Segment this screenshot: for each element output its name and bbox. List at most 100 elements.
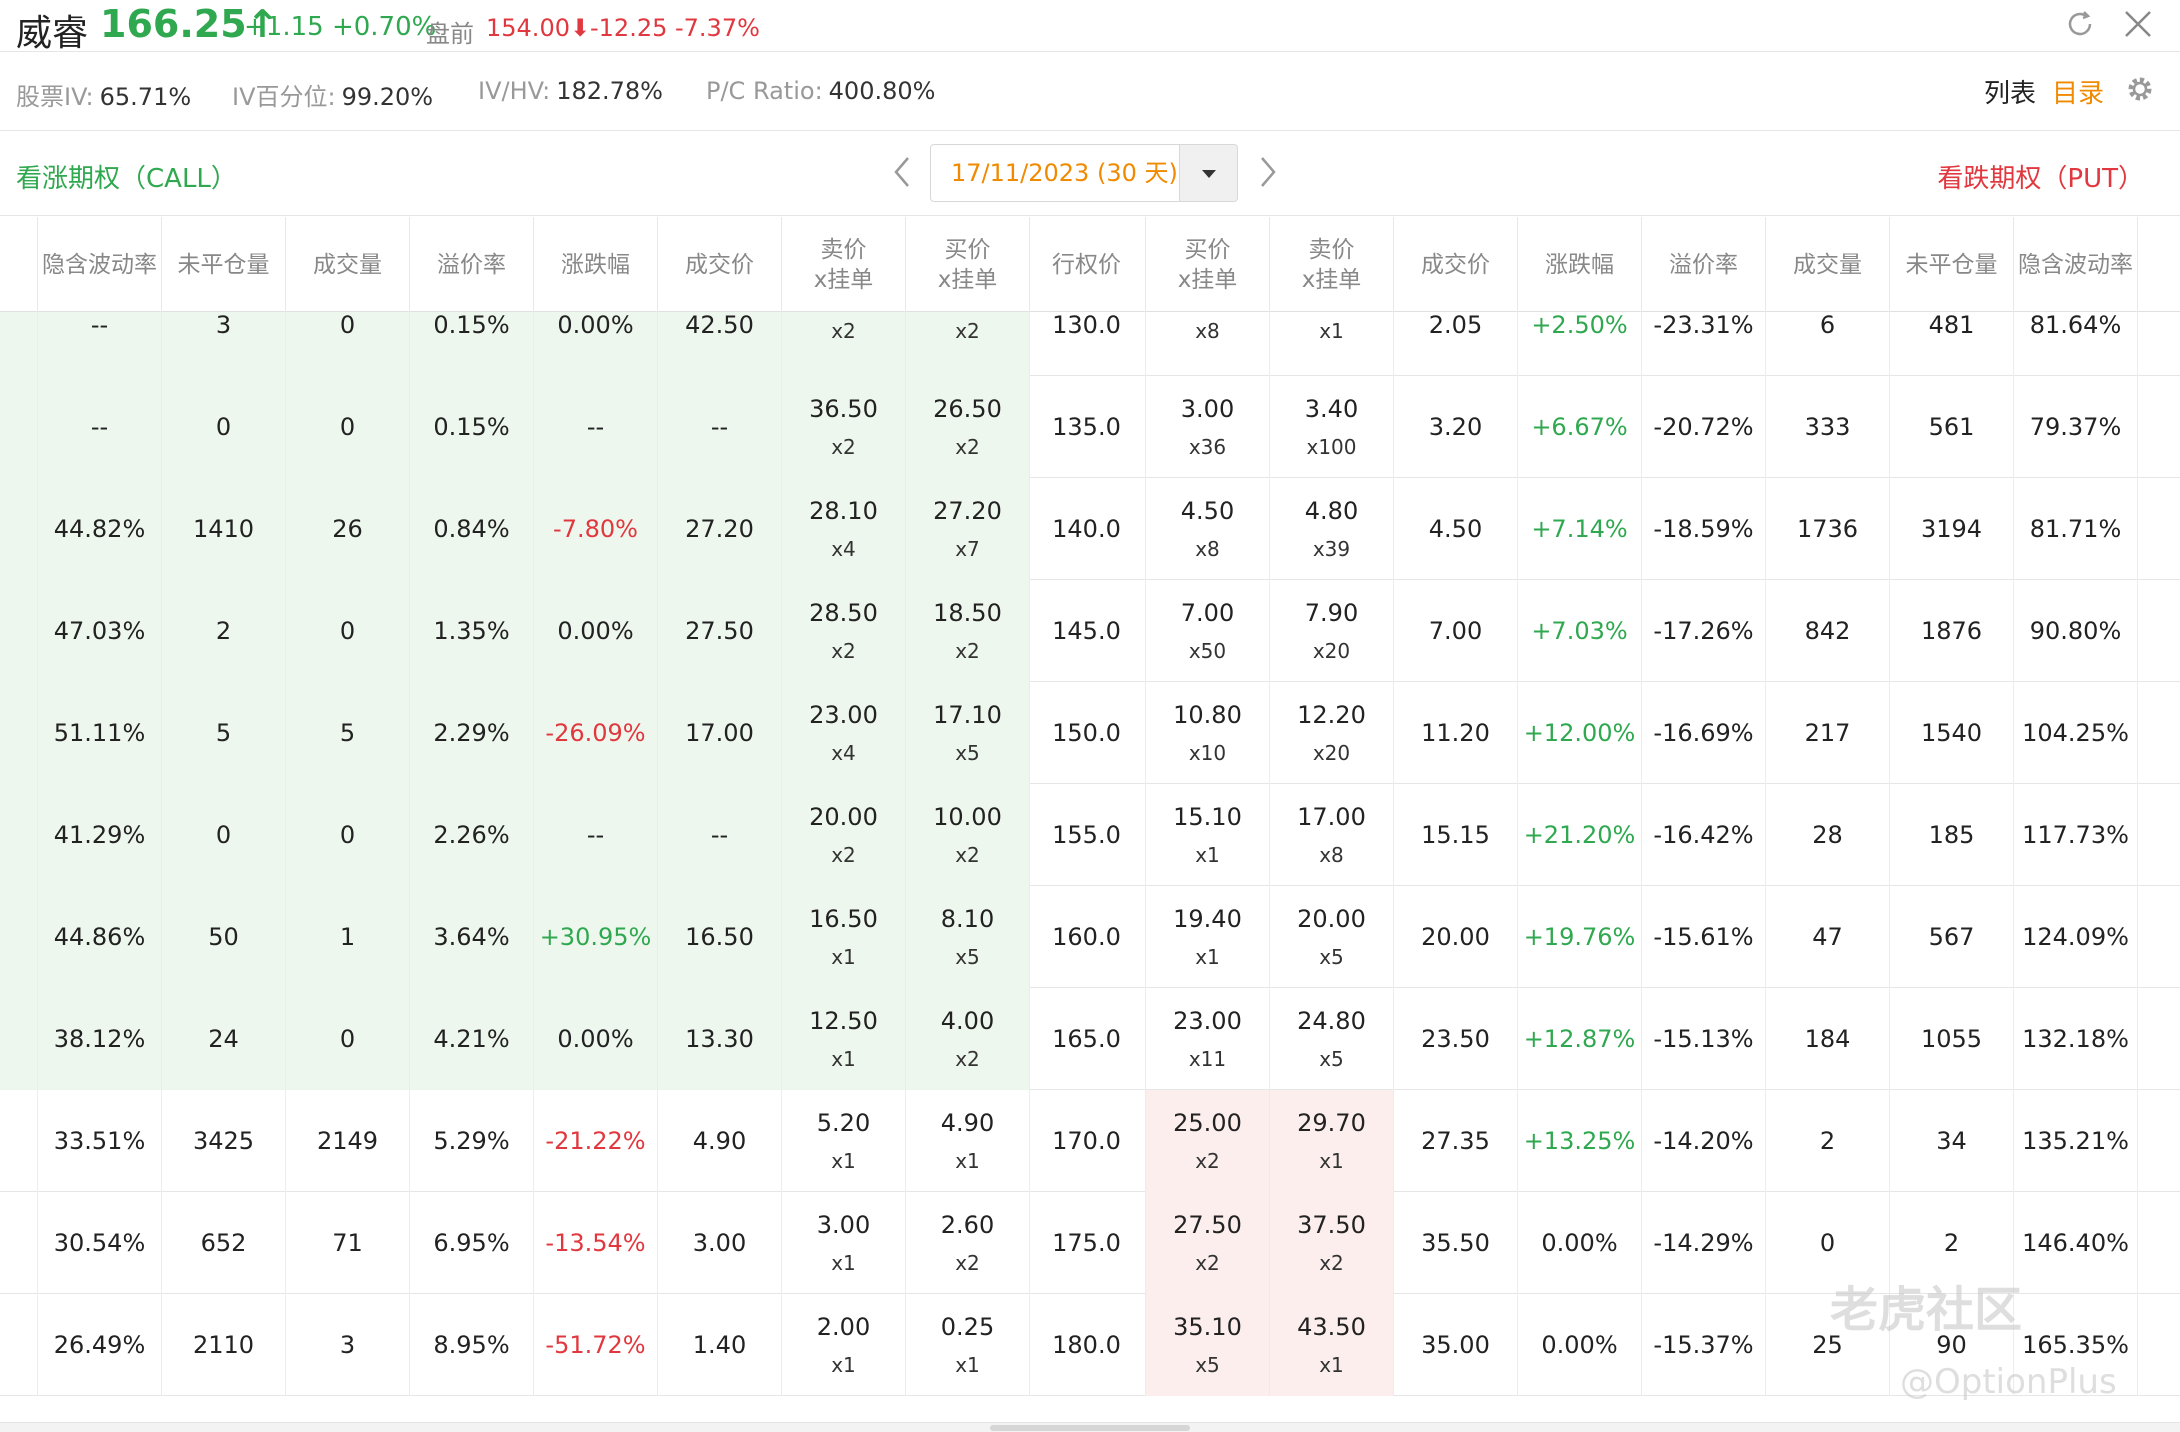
table-cell: -17.26% [1642,580,1766,682]
table-row[interactable]: 33.51% 3425 2149 5.29% -21.22% 4.90 5.20 x1 4.90… [0,1090,2180,1192]
catalog-button[interactable]: 目录 [2052,79,2105,109]
quote-cell[interactable]: x8 [1146,274,1270,376]
quote-cell[interactable]: 4.50 x8 [1146,478,1270,580]
table-cell: 2 [1890,1192,2014,1294]
quote-cell[interactable]: 26.50 x2 [906,376,1030,478]
table-cell: 16.50 [658,886,782,988]
column-header[interactable]: 隐含波动率 [38,217,162,312]
table-cell: 0.15% [410,376,534,478]
quote-cell[interactable]: 18.50 x2 [906,580,1030,682]
column-header[interactable]: 卖价 x挂单 [1270,217,1394,312]
quote-cell[interactable]: 3.40 x100 [1270,376,1394,478]
quote-cell[interactable]: 8.10 x5 [906,886,1030,988]
table-row[interactable]: 38.12% 24 0 4.21% 0.00% 13.30 12.50 x1 4.00 x2 165… [0,988,2180,1090]
table-cell: +30.95% [534,886,658,988]
clipped-cell [0,1090,38,1192]
list-view-button[interactable]: 列表 [1984,79,2037,109]
column-header[interactable]: 卖价 x挂单 [782,217,906,312]
quote-cell[interactable]: 3.00 x1 [782,1192,906,1294]
quote-size: x1 [1319,319,1344,343]
column-header[interactable]: 隐含波动率 [2014,217,2138,312]
quote-cell[interactable]: 16.50 x1 [782,886,906,988]
table-cell: -- [38,376,162,478]
column-header[interactable]: 涨跌幅 [534,217,658,312]
column-header[interactable]: 未平仓量 [162,217,286,312]
quote-cell[interactable]: 27.50 x2 [1146,1192,1270,1294]
quote-cell[interactable]: 10.00 x2 [906,784,1030,886]
refresh-icon[interactable] [2062,6,2098,42]
table-row[interactable]: 41.29% 0 0 2.26% -- -- 20.00 x2 10.00 x2 155.0 15.1… [0,784,2180,886]
quote-cell[interactable]: 7.90 x20 [1270,580,1394,682]
quote-cell[interactable]: 0.25 x1 [906,1294,1030,1396]
scrollbar-thumb[interactable] [990,1425,1190,1431]
column-header[interactable] [0,217,38,312]
quote-cell[interactable]: 23.00 x11 [1146,988,1270,1090]
quote-cell[interactable]: 2.00 x1 [782,1294,906,1396]
quote-cell[interactable]: 35.10 x5 [1146,1294,1270,1396]
table-row[interactable]: 30.54% 652 71 6.95% -13.54% 3.00 3.00 x1 2.60 x2 1… [0,1192,2180,1294]
quote-cell[interactable]: 7.00 x50 [1146,580,1270,682]
table-cell: 5 [286,682,410,784]
expiry-date-select[interactable]: 17/11/2023 (30 天) [930,144,1180,202]
quote-cell[interactable]: 36.50 x2 [782,376,906,478]
quote-cell[interactable]: 17.10 x5 [906,682,1030,784]
quote-cell[interactable]: 17.00 x8 [1270,784,1394,886]
quote-cell[interactable]: 2.60 x2 [906,1192,1030,1294]
quote-cell[interactable]: 20.00 x5 [1270,886,1394,988]
chevron-left-icon[interactable] [888,152,916,192]
chevron-right-icon[interactable] [1254,152,1282,192]
quote-cell[interactable]: x1 [1270,274,1394,376]
quote-cell[interactable]: 5.20 x1 [782,1090,906,1192]
quote-cell[interactable]: 24.80 x5 [1270,988,1394,1090]
column-header[interactable]: 行权价 [1028,217,1146,312]
horizontal-scrollbar[interactable] [0,1422,2180,1432]
quote-cell[interactable]: 4.90 x1 [906,1090,1030,1192]
quote-cell[interactable]: 15.10 x1 [1146,784,1270,886]
quote-size: x2 [831,435,856,459]
table-row[interactable]: 44.86% 50 1 3.64% +30.95% 16.50 16.50 x1 8.10 x5 1… [0,886,2180,988]
quote-cell[interactable]: 28.10 x4 [782,478,906,580]
gear-icon[interactable] [2124,73,2156,105]
quote-cell[interactable]: 27.20 x7 [906,478,1030,580]
quote-cell[interactable]: 12.20 x20 [1270,682,1394,784]
column-header[interactable]: 买价 x挂单 [906,217,1030,312]
table-row[interactable]: 26.49% 2110 3 8.95% -51.72% 1.40 2.00 x1 0.25 x1 1… [0,1294,2180,1396]
table-row[interactable]: 44.82% 1410 26 0.84% -7.80% 27.20 28.10 x4 27.20… [0,478,2180,580]
column-header[interactable]: 溢价率 [410,217,534,312]
quote-cell[interactable]: 19.40 x1 [1146,886,1270,988]
quote-cell[interactable]: 4.80 x39 [1270,478,1394,580]
quote-cell[interactable]: 25.00 x2 [1146,1090,1270,1192]
quote-cell[interactable]: 12.50 x1 [782,988,906,1090]
column-header[interactable]: 成交量 [286,217,410,312]
quote-cell[interactable]: 20.00 x2 [782,784,906,886]
quote-cell[interactable]: 23.00 x4 [782,682,906,784]
quote-cell[interactable]: 28.50 x2 [782,580,906,682]
column-header[interactable]: 溢价率 [1642,217,1766,312]
clipped-cell [0,886,38,988]
table-row[interactable]: -- 0 0 0.15% -- -- 36.50 x2 26.50 x2 135.0 3.00 x36 3… [0,376,2180,478]
close-icon[interactable] [2118,4,2158,44]
column-header[interactable]: 未平仓量 [1890,217,2014,312]
quote-price: 12.20 [1297,701,1366,729]
table-row[interactable]: 47.03% 2 0 1.35% 0.00% 27.50 28.50 x2 18.50 x2 145… [0,580,2180,682]
quote-cell[interactable]: 10.80 x10 [1146,682,1270,784]
quote-cell[interactable]: 37.50 x2 [1270,1192,1394,1294]
quote-cell[interactable]: 29.70 x1 [1270,1090,1394,1192]
column-header[interactable] [2138,217,2180,312]
table-cell: 1 [286,886,410,988]
table-header: 隐含波动率 未平仓量 成交量 溢价率 涨跌幅 成交价 卖价 x挂单 买价 x挂单 行权价 买价 x… [0,217,2180,312]
column-header[interactable]: 涨跌幅 [1518,217,1642,312]
quote-cell[interactable]: 43.50 x1 [1270,1294,1394,1396]
quote-cell[interactable]: 3.00 x36 [1146,376,1270,478]
column-header[interactable]: 成交价 [658,217,782,312]
chevron-down-icon[interactable] [1180,144,1238,202]
table-cell: -23.31% [1642,274,1766,376]
clipped-cell [2138,376,2180,478]
table-row[interactable]: 51.11% 5 5 2.29% -26.09% 17.00 23.00 x4 17.10 x5 1… [0,682,2180,784]
quote-price: 16.50 [809,905,878,933]
column-header[interactable]: 成交量 [1766,217,1890,312]
table-cell: -15.13% [1642,988,1766,1090]
quote-cell[interactable]: 4.00 x2 [906,988,1030,1090]
column-header[interactable]: 买价 x挂单 [1146,217,1270,312]
column-header[interactable]: 成交价 [1394,217,1518,312]
